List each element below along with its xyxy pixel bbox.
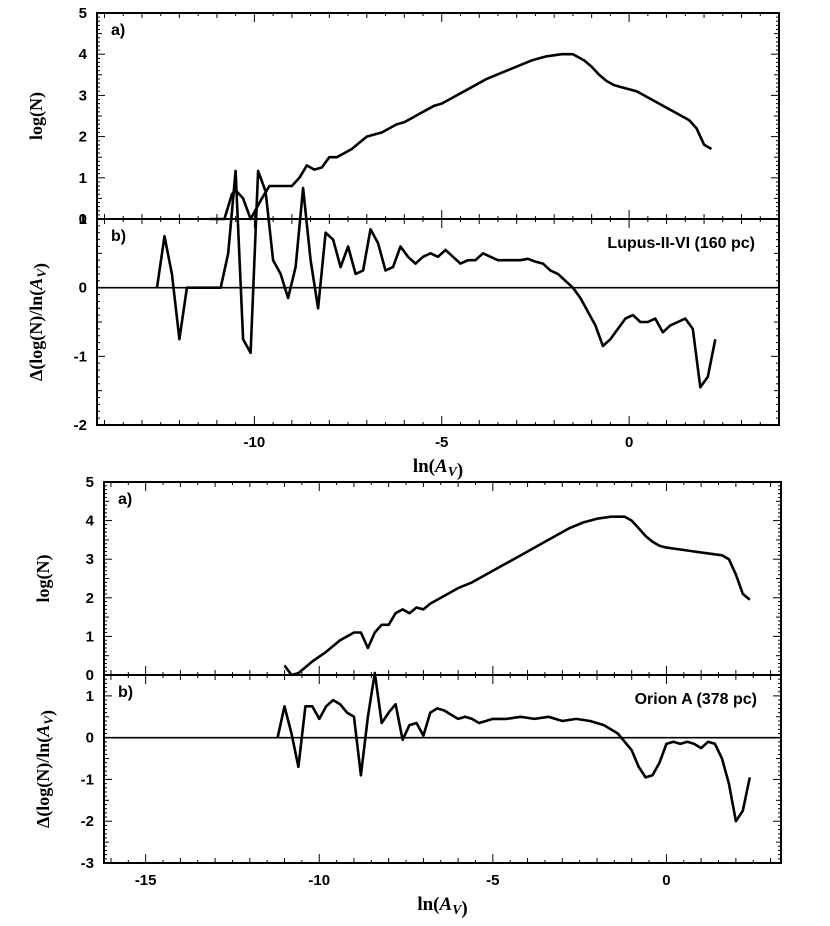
x-tick-label: -10 <box>308 872 330 889</box>
panel-label: a) <box>118 491 132 508</box>
y-tick-label: 0 <box>79 211 87 228</box>
region-annotation: Lupus-II-VI (160 pc) <box>607 235 755 252</box>
y-axis-label: Δ(log(N)/ln(AV) <box>26 263 51 381</box>
y-axis-label: log(N) <box>33 555 54 603</box>
y-tick-label: 5 <box>86 474 94 491</box>
y-tick-label: 1 <box>79 170 87 187</box>
series-line <box>276 671 752 823</box>
y-tick-label: 1 <box>79 211 87 228</box>
x-tick-label: 0 <box>662 872 670 889</box>
y-tick-label: 1 <box>86 688 94 705</box>
chart-panel-2: 0 1 2 3 4 5 a) log(N) <box>33 474 782 684</box>
panel-label: a) <box>111 22 125 39</box>
y-tick-label: 0 <box>86 667 94 684</box>
chart-panel-3: -3-2-101-15 -10 -5 0b) Orion A (378 pc) <box>81 671 782 889</box>
x-tick-label: -5 <box>486 872 499 889</box>
y-tick-label: 4 <box>79 46 88 63</box>
y-tick-label: 2 <box>86 590 94 607</box>
plot-frame <box>103 674 782 864</box>
plot-frame <box>96 12 780 220</box>
y-tick-label: -3 <box>81 855 94 872</box>
y-tick-label: 3 <box>86 551 94 568</box>
panel-label: b) <box>111 228 126 245</box>
y-tick-label: -2 <box>81 813 94 830</box>
y-axis-label: log(N) <box>26 92 47 140</box>
y-tick-label: 4 <box>86 513 95 530</box>
plot-frame <box>103 481 782 676</box>
x-tick-label: 0 <box>625 434 633 451</box>
y-tick-label: 0 <box>86 730 94 747</box>
x-tick-label: -15 <box>135 872 157 889</box>
y-tick-label: -2 <box>74 417 87 434</box>
y-tick-label: -1 <box>81 771 94 788</box>
chart-panel-1: -2-101-10 -5 0b) Lupus-II-VI (160 pc) <box>74 169 780 451</box>
y-tick-label: 1 <box>86 628 94 645</box>
x-axis-label: ln(AV) <box>413 456 463 481</box>
x-tick-label: -10 <box>244 434 266 451</box>
region-annotation: Orion A (378 pc) <box>635 691 757 708</box>
x-axis-label: ln(AV) <box>417 894 467 919</box>
y-tick-label: 0 <box>79 280 87 297</box>
y-tick-label: 2 <box>79 129 87 146</box>
y-axis-label: Δ(log(N)/ln(AV) <box>33 710 58 828</box>
series-line <box>155 169 717 389</box>
x-tick-label: -5 <box>435 434 448 451</box>
panel-label: b) <box>118 684 133 701</box>
y-tick-label: 5 <box>79 5 87 22</box>
series-line <box>283 515 751 677</box>
series-line <box>209 52 713 221</box>
y-tick-label: 3 <box>79 87 87 104</box>
y-tick-label: -1 <box>74 348 87 365</box>
